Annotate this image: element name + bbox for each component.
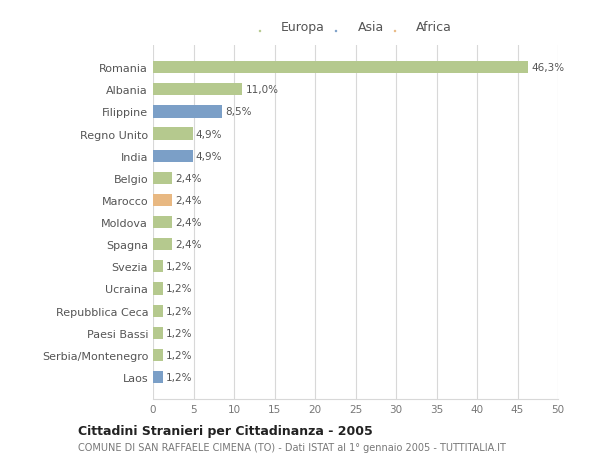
Text: 1,2%: 1,2% [166,328,193,338]
Bar [153,239,172,251]
Bar [153,371,163,383]
Text: 11,0%: 11,0% [245,85,278,95]
Bar [153,195,172,207]
Text: 4,9%: 4,9% [196,129,223,139]
Bar [153,349,163,361]
Text: 1,2%: 1,2% [166,350,193,360]
Bar [153,305,163,317]
Text: 1,2%: 1,2% [166,306,193,316]
Bar [153,327,163,339]
Text: 4,9%: 4,9% [196,151,223,162]
Bar [153,283,163,295]
Text: 8,5%: 8,5% [225,107,251,117]
Bar [153,128,193,140]
Bar [153,261,163,273]
Bar [153,84,242,96]
Bar [153,217,172,229]
Text: 2,4%: 2,4% [176,174,202,184]
Text: 1,2%: 1,2% [166,372,193,382]
Text: 1,2%: 1,2% [166,262,193,272]
Bar [153,173,172,185]
Text: 46,3%: 46,3% [531,63,565,73]
Text: COMUNE DI SAN RAFFAELE CIMENA (TO) - Dati ISTAT al 1° gennaio 2005 - TUTTITALIA.: COMUNE DI SAN RAFFAELE CIMENA (TO) - Dat… [78,442,506,452]
Text: 2,4%: 2,4% [176,218,202,228]
Legend: Europa, Asia, Africa: Europa, Asia, Africa [255,17,456,37]
Bar [153,62,528,74]
Bar [153,106,222,118]
Text: Cittadini Stranieri per Cittadinanza - 2005: Cittadini Stranieri per Cittadinanza - 2… [78,424,373,437]
Text: 1,2%: 1,2% [166,284,193,294]
Text: 2,4%: 2,4% [176,240,202,250]
Bar [153,150,193,162]
Text: 2,4%: 2,4% [176,196,202,206]
